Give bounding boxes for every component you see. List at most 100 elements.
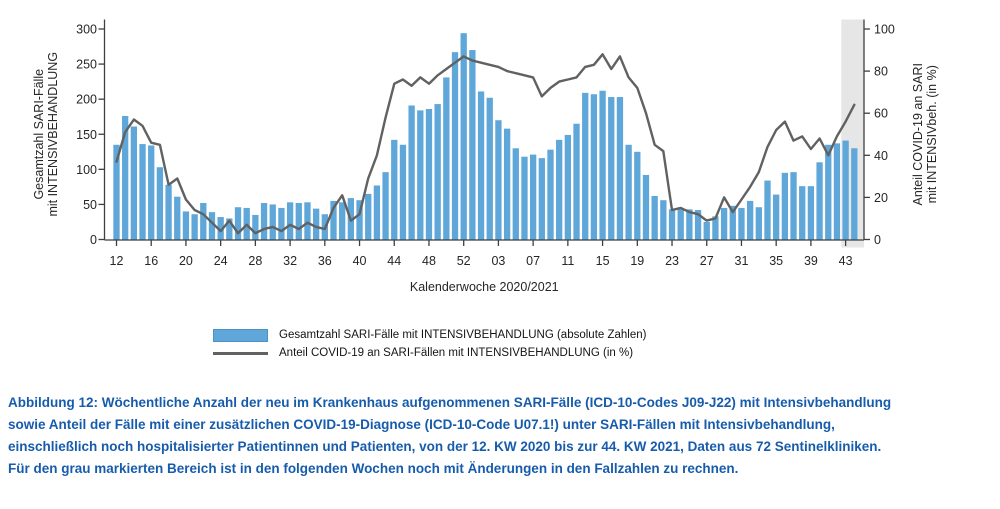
svg-text:100: 100 bbox=[874, 23, 895, 37]
bar-week-75 bbox=[764, 180, 771, 240]
chart-legend: Gesamtzahl SARI-Fälle mit INTENSIVBEHAND… bbox=[213, 326, 646, 362]
bar-week-77 bbox=[781, 172, 789, 240]
bar-week-56 bbox=[599, 90, 606, 240]
bar-week-65 bbox=[677, 207, 684, 240]
bar-week-34 bbox=[408, 105, 415, 240]
svg-text:52: 52 bbox=[457, 254, 471, 268]
bar-week-48 bbox=[529, 154, 537, 240]
bar-week-1 bbox=[122, 116, 129, 240]
legend-label-bars: Gesamtzahl SARI-Fälle mit INTENSIVBEHAND… bbox=[279, 329, 647, 341]
bar-week-52 bbox=[564, 134, 572, 240]
bar-week-13 bbox=[226, 218, 233, 240]
bar-week-4 bbox=[148, 145, 155, 240]
svg-text:150: 150 bbox=[76, 128, 97, 142]
bar-week-29 bbox=[365, 193, 372, 240]
bar-week-76 bbox=[773, 194, 780, 240]
bar-week-82 bbox=[825, 144, 832, 240]
bar-week-51 bbox=[556, 139, 563, 240]
axis-ticks-and-labels: 0 50 100 150 200 250 300 0 20 40 60 80 100 12 16 20 24 28… bbox=[76, 23, 895, 269]
legend-item-sari-bars: Gesamtzahl SARI-Fälle mit INTENSIVBEHAND… bbox=[213, 326, 646, 344]
bar-week-16 bbox=[252, 214, 259, 240]
svg-text:300: 300 bbox=[76, 23, 97, 37]
svg-text:40: 40 bbox=[353, 254, 367, 268]
bar-week-55 bbox=[590, 94, 598, 240]
svg-text:31: 31 bbox=[735, 254, 749, 268]
bar-week-5 bbox=[156, 167, 164, 240]
bar-week-18 bbox=[269, 204, 276, 240]
bar-week-17 bbox=[260, 203, 268, 240]
bar-week-79 bbox=[799, 186, 806, 240]
bar-week-63 bbox=[660, 200, 667, 240]
bar-week-11 bbox=[208, 212, 216, 240]
bar-week-38 bbox=[443, 77, 450, 240]
svg-text:20: 20 bbox=[874, 191, 888, 205]
svg-text:0: 0 bbox=[874, 233, 881, 247]
bar-week-20 bbox=[286, 202, 294, 240]
right-axis-label-line2: mit INTENSIVbeh. (in %) bbox=[925, 65, 939, 203]
svg-text:27: 27 bbox=[700, 254, 714, 268]
bar-week-2 bbox=[130, 126, 138, 240]
bar-week-7 bbox=[174, 196, 181, 240]
bar-week-61 bbox=[642, 174, 650, 240]
svg-text:28: 28 bbox=[248, 254, 262, 268]
svg-text:100: 100 bbox=[76, 163, 97, 177]
bar-week-32 bbox=[391, 139, 398, 240]
bar-week-54 bbox=[582, 92, 589, 240]
figure-caption: Abbildung 12: Wöchentliche Anzahl der ne… bbox=[8, 392, 998, 480]
svg-text:40: 40 bbox=[874, 149, 888, 163]
left-axis-label-line2: mit INTENSIVBEHANDLUNG bbox=[46, 52, 60, 217]
line-swatch bbox=[213, 347, 268, 360]
bar-week-68 bbox=[703, 221, 710, 240]
bar-week-74 bbox=[755, 207, 762, 240]
bar-week-73 bbox=[746, 200, 754, 240]
bar-week-0 bbox=[113, 144, 120, 240]
bar-week-3 bbox=[139, 144, 146, 240]
svg-text:35: 35 bbox=[769, 254, 783, 268]
bar-week-78 bbox=[790, 172, 797, 240]
axes-spines bbox=[103, 19, 865, 241]
svg-text:60: 60 bbox=[874, 107, 888, 121]
bar-week-19 bbox=[278, 207, 285, 240]
bar-week-6 bbox=[165, 184, 172, 240]
svg-text:03: 03 bbox=[491, 254, 505, 268]
chart-area: 0 50 100 150 200 250 300 0 20 40 60 80 100 12 16 20 24 28… bbox=[32, 19, 939, 294]
bar-week-14 bbox=[234, 207, 242, 240]
bar-week-60 bbox=[634, 151, 641, 240]
bar-week-46 bbox=[512, 148, 519, 240]
bar-week-21 bbox=[295, 203, 302, 240]
x-axis-label: Kalenderwoche 2020/2021 bbox=[410, 280, 559, 294]
bar-week-36 bbox=[425, 108, 433, 240]
caption-line-3: einschließlich noch hospitalisierter Pat… bbox=[8, 439, 882, 454]
caption-line-2: sowie Anteil der Fälle mit einer zusätzl… bbox=[8, 417, 835, 432]
bar-week-31 bbox=[382, 172, 389, 240]
svg-text:50: 50 bbox=[83, 198, 97, 212]
bar-week-33 bbox=[399, 144, 407, 240]
covid-share-line bbox=[115, 53, 856, 235]
svg-text:07: 07 bbox=[526, 254, 540, 268]
svg-text:20: 20 bbox=[179, 254, 193, 268]
bar-week-66 bbox=[686, 209, 693, 240]
left-axis-label-line1: Gesamtzahl SARI-Fälle bbox=[32, 69, 46, 200]
bar-week-57 bbox=[608, 97, 615, 240]
bar-week-41 bbox=[469, 50, 476, 240]
bar-week-67 bbox=[694, 210, 702, 240]
legend-item-covid-line: Anteil COVID-19 an SARI-Fällen mit INTEN… bbox=[213, 344, 646, 362]
bar-week-62 bbox=[651, 196, 658, 240]
svg-text:23: 23 bbox=[665, 254, 679, 268]
bar-week-26 bbox=[339, 202, 346, 240]
bar-week-64 bbox=[668, 209, 676, 240]
bar-week-8 bbox=[182, 211, 190, 240]
bar-week-71 bbox=[729, 205, 736, 240]
bar-week-53 bbox=[573, 123, 580, 240]
svg-text:24: 24 bbox=[214, 254, 228, 268]
svg-text:0: 0 bbox=[90, 233, 97, 247]
bar-week-10 bbox=[200, 203, 207, 240]
svg-text:36: 36 bbox=[318, 254, 332, 268]
bar-week-43 bbox=[486, 97, 493, 240]
svg-text:15: 15 bbox=[596, 254, 610, 268]
caption-line-4: Für den grau markierten Bereich ist in d… bbox=[8, 461, 739, 476]
bar-week-37 bbox=[434, 104, 441, 240]
bar-week-44 bbox=[495, 120, 502, 240]
bar-week-45 bbox=[503, 128, 511, 240]
bar-week-30 bbox=[373, 185, 381, 240]
